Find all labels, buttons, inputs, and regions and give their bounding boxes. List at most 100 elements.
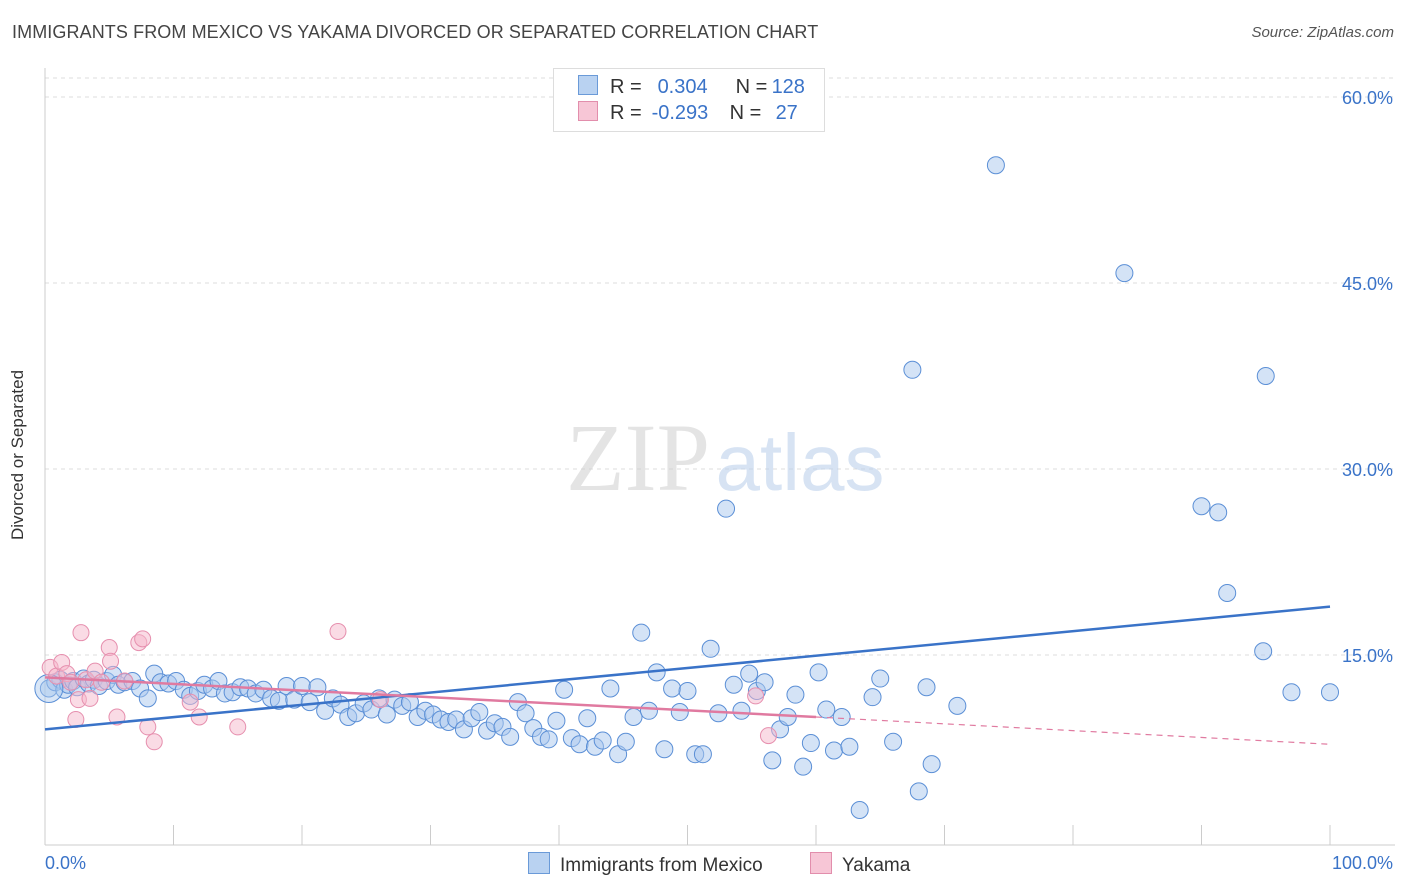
y-tick-label: 45.0% (1342, 274, 1393, 294)
point-yakama (134, 630, 152, 648)
legend-n-value: 128 (771, 76, 805, 98)
point-mexico (555, 680, 574, 699)
correlation-legend: R = 0.304 N = 128 R = -0.293 N = 27 (553, 68, 825, 132)
point-mexico (832, 708, 851, 726)
point-yakama (329, 622, 347, 640)
point-mexico (840, 737, 859, 756)
watermark-atlas: atlas (716, 418, 885, 507)
point-mexico (884, 732, 903, 751)
bottom-legend-label: Immigrants from Mexico (560, 855, 763, 876)
point-mexico (570, 735, 589, 754)
point-yakama (62, 673, 80, 691)
chart-title: IMMIGRANTS FROM MEXICO VS YAKAMA DIVORCE… (12, 22, 819, 42)
y-tick-label: 30.0% (1342, 460, 1393, 480)
y-tick-labels: 15.0% 30.0% 45.0% 60.0% (1342, 88, 1393, 666)
bottom-legend-swatch-blue (528, 852, 550, 874)
x-tick-label: 0.0% (45, 853, 86, 873)
legend-swatch-pink (578, 101, 598, 121)
point-mexico (850, 801, 869, 819)
point-mexico (1209, 503, 1228, 522)
legend-r-label: R = (610, 102, 642, 124)
bottom-legend-mexico: Immigrants from Mexico (528, 852, 763, 877)
x-tick-label: 100.0% (1332, 853, 1393, 873)
y-axis-label: Divorced or Separated (8, 369, 27, 541)
trend-line-yakama-extension (815, 716, 1331, 745)
watermark: ZIP atlas (566, 404, 884, 511)
point-mexico (639, 701, 658, 720)
x-tick-labels: 0.0% 100.0% (45, 853, 1393, 873)
point-mexico (539, 730, 558, 749)
point-mexico (740, 664, 759, 683)
grid-lines (45, 77, 1395, 656)
point-mexico (1256, 367, 1275, 385)
point-yakama (93, 673, 111, 691)
point-mexico (824, 741, 843, 760)
point-mexico (763, 751, 782, 770)
legend-row-yakama: R = -0.293 N = 27 (578, 101, 798, 127)
y-tick-label: 15.0% (1342, 646, 1393, 666)
legend-r-label: R = (610, 76, 642, 98)
trend-line-mexico (44, 605, 1331, 731)
point-mexico (655, 740, 674, 759)
trend-lines (44, 605, 1331, 745)
point-mexico (809, 663, 828, 682)
point-mexico (624, 708, 643, 726)
point-mexico (1321, 683, 1339, 702)
point-mexico (578, 709, 597, 728)
point-mexico (986, 156, 1005, 175)
legend-r-value: -0.293 (651, 102, 709, 124)
point-mexico (470, 703, 489, 722)
point-yakama (229, 718, 247, 736)
axes (44, 68, 1395, 846)
point-yakama (72, 624, 90, 642)
point-mexico (693, 745, 712, 764)
point-yakama (747, 687, 765, 705)
point-mexico (717, 499, 736, 518)
legend-row-mexico: R = 0.304 N = 128 (578, 75, 805, 101)
series-yakama-points (41, 622, 777, 751)
point-mexico (1254, 642, 1273, 661)
point-mexico (1192, 497, 1211, 516)
legend-n-label: N = (729, 102, 762, 124)
legend-swatch-blue (578, 75, 598, 95)
point-mexico (1115, 264, 1134, 283)
point-mexico (817, 700, 836, 719)
source-label: Source: ZipAtlas.com (1251, 24, 1394, 41)
point-mexico (516, 704, 535, 723)
bottom-legend-swatch-pink (810, 852, 832, 874)
point-mexico (501, 727, 520, 746)
point-yakama (102, 652, 120, 670)
point-mexico (701, 639, 720, 658)
point-yakama (181, 693, 199, 711)
point-mexico (678, 681, 697, 700)
point-mexico (903, 360, 922, 379)
point-mexico (377, 705, 396, 724)
bottom-legend-label: Yakama (842, 855, 911, 876)
point-yakama (190, 708, 208, 726)
point-mexico (801, 734, 820, 753)
point-mexico (593, 731, 612, 750)
legend-n-label: N = (735, 76, 768, 98)
point-mexico (794, 757, 813, 776)
point-mexico (1218, 584, 1237, 602)
point-mexico (948, 696, 967, 715)
legend-r-value: 0.304 (657, 76, 708, 98)
trend-line-yakama (44, 676, 817, 719)
point-mexico (871, 669, 890, 688)
point-mexico (922, 755, 941, 774)
point-yakama (759, 727, 777, 745)
legend-n-value: 27 (775, 102, 798, 124)
point-mexico (755, 673, 774, 692)
point-mexico (300, 693, 319, 712)
y-tick-label: 60.0% (1342, 88, 1393, 108)
point-mexico (917, 678, 936, 697)
point-yakama (81, 689, 99, 707)
point-mexico (308, 678, 327, 697)
point-mexico (670, 703, 689, 722)
point-mexico (616, 732, 635, 751)
point-yakama (145, 733, 163, 751)
bottom-legend-yakama: Yakama (810, 852, 910, 877)
point-mexico (724, 675, 743, 694)
point-mexico (732, 701, 751, 720)
